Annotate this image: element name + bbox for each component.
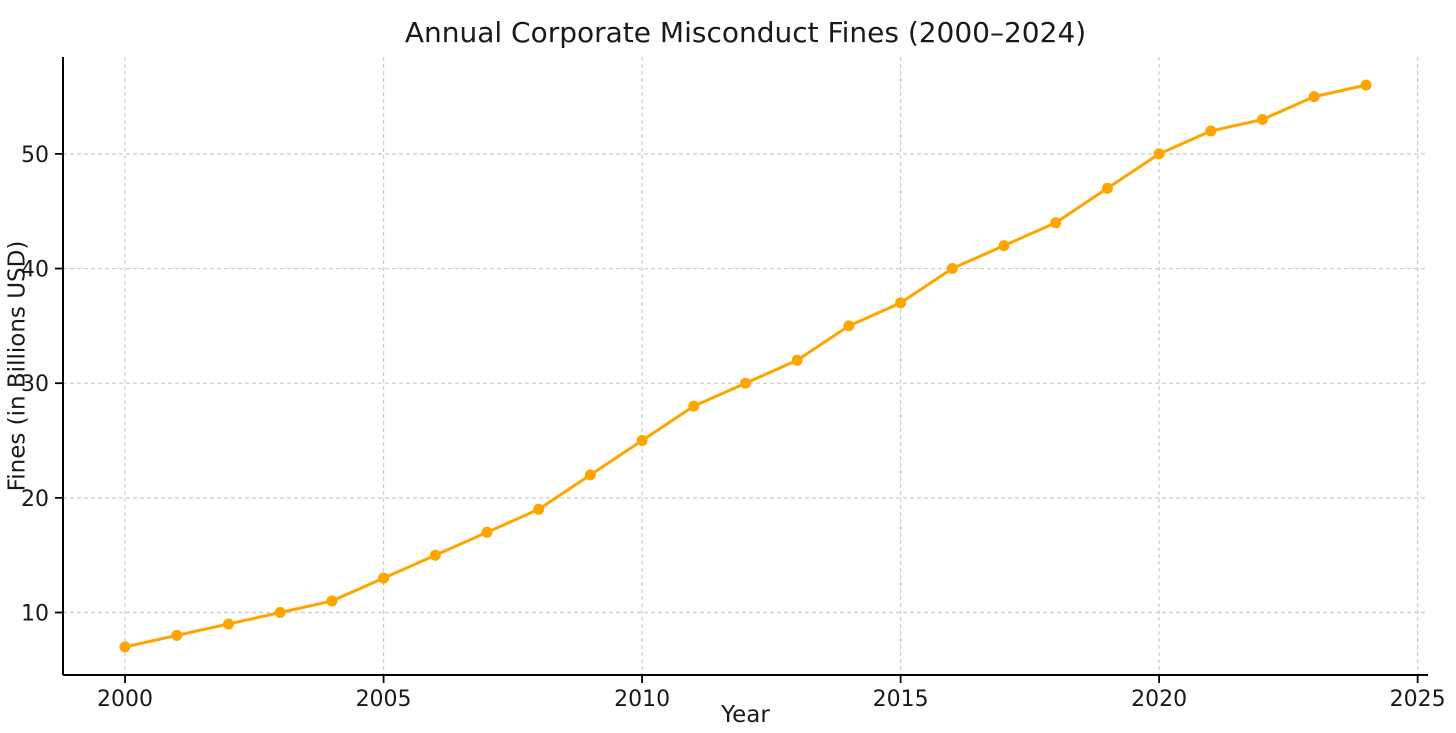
y-axis-label: Fines (in Billions USD) [4,240,30,492]
y-tick-label: 50 [21,143,49,168]
data-point-marker [274,607,286,618]
data-point-marker [895,297,907,309]
data-point-marker [1308,91,1320,103]
data-point-marker [171,629,183,641]
data-point-marker [636,435,648,446]
data-point-marker [533,503,545,515]
x-tick-label: 2005 [356,687,412,712]
x-tick-label: 2015 [873,687,929,712]
data-point-marker [740,377,751,389]
data-point-marker [1257,114,1268,125]
data-point-marker [481,526,493,538]
data-point-marker [223,618,234,630]
data-point-marker [1153,148,1165,160]
y-tick-label: 40 [21,258,49,283]
data-point-marker [791,354,803,366]
data-point-marker [1205,125,1217,137]
data-point-marker [429,549,441,561]
x-tick-label: 2010 [614,687,670,712]
chart-title: Annual Corporate Misconduct Fines (2000–… [404,16,1087,49]
data-point-marker [326,595,338,607]
data-point-marker [843,320,855,332]
data-point-marker [584,469,596,481]
data-point-marker [1101,182,1113,194]
y-tick-label: 20 [21,487,49,512]
data-point-marker [688,400,700,412]
x-tick-label: 2000 [97,687,153,712]
y-tick-label: 10 [21,602,49,627]
data-point-marker [1050,217,1062,229]
data-point-marker [378,572,390,584]
y-axis-label-wrap: Fines (in Billions USD) [0,57,34,675]
x-axis-label: Year [721,702,770,728]
data-line [123,83,1368,649]
data-point-marker [119,641,131,653]
data-point-marker [998,240,1010,252]
y-tick-label: 30 [21,372,49,397]
data-point-marker [946,263,958,274]
x-tick-label: 2025 [1390,687,1446,712]
data-point-marker [1360,79,1372,91]
x-tick-label: 2020 [1131,687,1187,712]
